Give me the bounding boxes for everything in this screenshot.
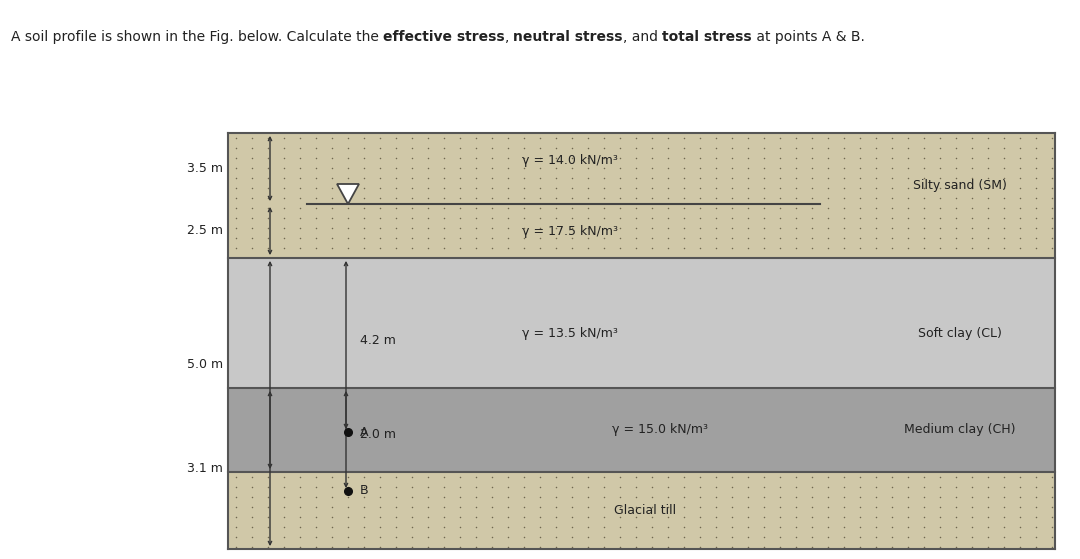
Bar [228, 472, 1055, 549]
Text: B: B [360, 485, 368, 498]
Text: neutral stress: neutral stress [513, 30, 623, 44]
Text: 3.5 m: 3.5 m [187, 162, 222, 175]
Text: γ = 17.5 kN/m³: γ = 17.5 kN/m³ [522, 225, 618, 238]
Text: γ = 15.0 kN/m³: γ = 15.0 kN/m³ [612, 424, 708, 437]
Text: , and: , and [623, 30, 662, 44]
Text: effective stress: effective stress [383, 30, 504, 44]
Text: 2.5 m: 2.5 m [187, 225, 222, 238]
Text: 5.0 m: 5.0 m [187, 358, 222, 372]
Text: γ = 13.5 kN/m³: γ = 13.5 kN/m³ [522, 326, 618, 339]
Text: A: A [360, 425, 368, 438]
Text: total stress: total stress [662, 30, 752, 44]
Bar [228, 258, 1055, 388]
Text: Silty sand (SM): Silty sand (SM) [913, 179, 1007, 192]
Text: Soft clay (CL): Soft clay (CL) [918, 326, 1002, 339]
Bar [228, 388, 1055, 472]
Text: at points A & B.: at points A & B. [752, 30, 865, 44]
Bar [228, 133, 1055, 258]
Text: ,: , [504, 30, 513, 44]
Polygon shape [337, 184, 359, 204]
Text: Medium clay (CH): Medium clay (CH) [904, 424, 1016, 437]
Text: A soil profile is shown in the Fig. below. Calculate the: A soil profile is shown in the Fig. belo… [11, 30, 383, 44]
Text: 3.1 m: 3.1 m [187, 462, 222, 475]
Text: Glacial till: Glacial till [613, 504, 676, 517]
Text: 4.2 m: 4.2 m [360, 334, 396, 347]
Text: 2.0 m: 2.0 m [360, 428, 396, 441]
Text: γ = 14.0 kN/m³: γ = 14.0 kN/m³ [522, 154, 618, 167]
